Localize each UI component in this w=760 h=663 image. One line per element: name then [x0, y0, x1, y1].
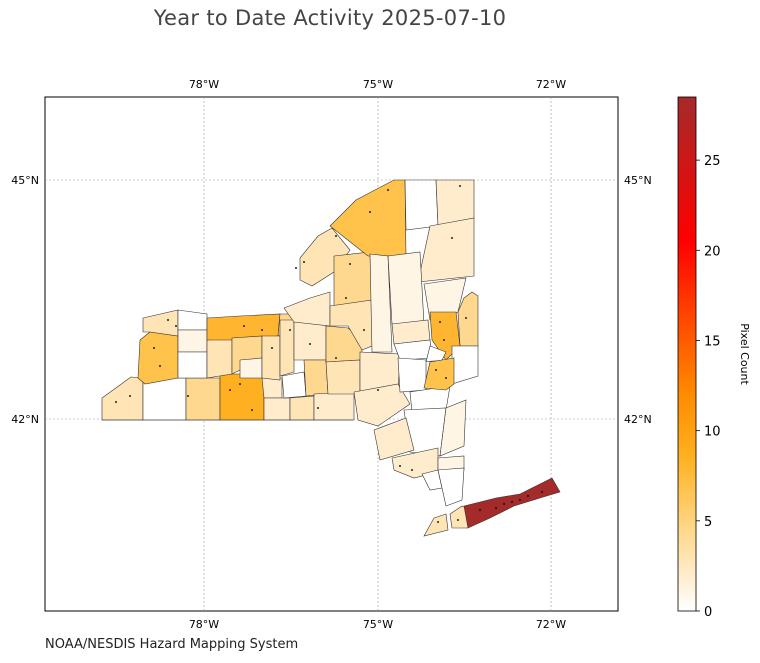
county-schoharie[interactable] — [397, 357, 427, 393]
county-chemung[interactable] — [263, 397, 291, 421]
colorbar-label: Pixel Count — [738, 323, 751, 385]
county-broome[interactable] — [313, 391, 355, 421]
county-seneca[interactable] — [261, 335, 281, 381]
county-hamilton[interactable] — [387, 251, 425, 325]
colorbar-tick-label: 5 — [704, 515, 712, 530]
county-cortland[interactable] — [303, 359, 329, 397]
county-dutchess[interactable] — [439, 399, 467, 457]
colorbar-tick-label: 15 — [704, 334, 721, 349]
county-tioga[interactable] — [289, 395, 315, 421]
county-cayuga[interactable] — [279, 319, 295, 377]
county-steuben[interactable] — [219, 373, 265, 421]
colorbar: 0 5 10 15 20 25 Pixel Count — [677, 96, 751, 620]
colorbar-tick-label: 0 — [704, 605, 712, 620]
county-chenango[interactable] — [325, 359, 361, 395]
lon-tick-72w-bottom: 72°W — [536, 618, 566, 631]
lon-tick-75w-bottom: 75°W — [363, 618, 393, 631]
county-genesee[interactable] — [177, 329, 208, 353]
lon-ticks-bottom: 78°W 75°W 72°W — [189, 618, 566, 631]
county-franklin[interactable] — [404, 179, 439, 231]
county-lewis[interactable] — [333, 251, 373, 307]
colorbar-tick-label: 10 — [704, 425, 721, 440]
county-sullivan[interactable] — [373, 417, 415, 461]
county-erie[interactable] — [137, 331, 179, 385]
county-tompkins[interactable] — [281, 371, 307, 399]
county-new-york-city — [423, 513, 449, 537]
colorbar-tick-label: 20 — [704, 244, 721, 259]
county-westchester[interactable] — [437, 467, 465, 507]
county-herkimer[interactable] — [369, 253, 393, 353]
county-delaware[interactable] — [353, 383, 411, 427]
lat-ticks-left: 45°N 42°N — [11, 174, 39, 426]
county-allegany[interactable] — [185, 377, 221, 421]
fire-detection-points — [115, 185, 544, 523]
lon-tick-72w-top: 72°W — [536, 78, 566, 91]
county-yates[interactable] — [239, 357, 263, 379]
attribution-footer: NOAA/NESDIS Hazard Mapping System — [45, 637, 299, 652]
lon-tick-78w-bottom: 78°W — [189, 618, 219, 631]
map-title: Year to Date Activity 2025-07-10 — [153, 6, 507, 30]
county-layer — [101, 179, 561, 537]
lon-tick-78w-top: 78°W — [189, 78, 219, 91]
colorbar-bar — [677, 96, 697, 612]
county-onondaga[interactable] — [293, 321, 327, 361]
lat-tick-42n-right: 42°N — [624, 413, 652, 426]
county-livingston[interactable] — [206, 337, 233, 379]
lat-tick-42n-left: 42°N — [11, 413, 39, 426]
county-schuyler[interactable] — [261, 377, 283, 399]
county-wyoming[interactable] — [177, 351, 208, 379]
county-niagara[interactable] — [142, 309, 179, 337]
lat-tick-45n-left: 45°N — [11, 174, 39, 187]
county-essex[interactable] — [417, 217, 475, 283]
lat-tick-45n-right: 45°N — [624, 174, 652, 187]
colorbar-ticks: 0 5 10 15 20 25 — [696, 154, 721, 620]
lat-ticks-right: 45°N 42°N — [624, 174, 652, 426]
county-columbia[interactable] — [423, 357, 455, 391]
county-cattaraugus[interactable] — [142, 377, 187, 421]
lon-tick-75w-top: 75°W — [363, 78, 393, 91]
lon-ticks-top: 78°W 75°W 72°W — [189, 78, 566, 91]
colorbar-tick-label: 25 — [704, 154, 721, 169]
